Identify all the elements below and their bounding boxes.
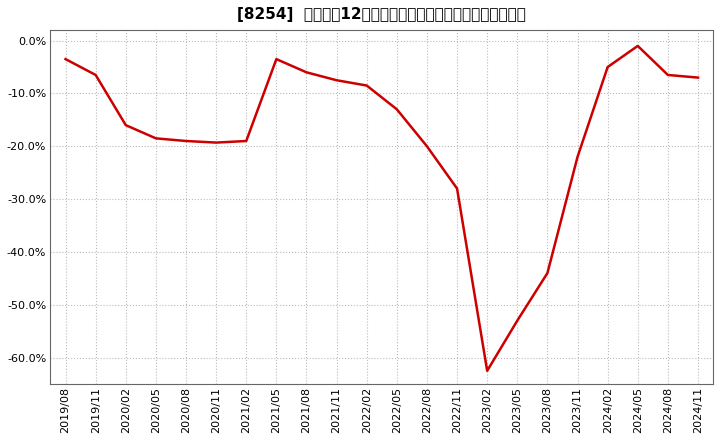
Title: [8254]  売上高の12か月移動合計の対前年同期増減率の推移: [8254] 売上高の12か月移動合計の対前年同期増減率の推移 — [238, 7, 526, 22]
